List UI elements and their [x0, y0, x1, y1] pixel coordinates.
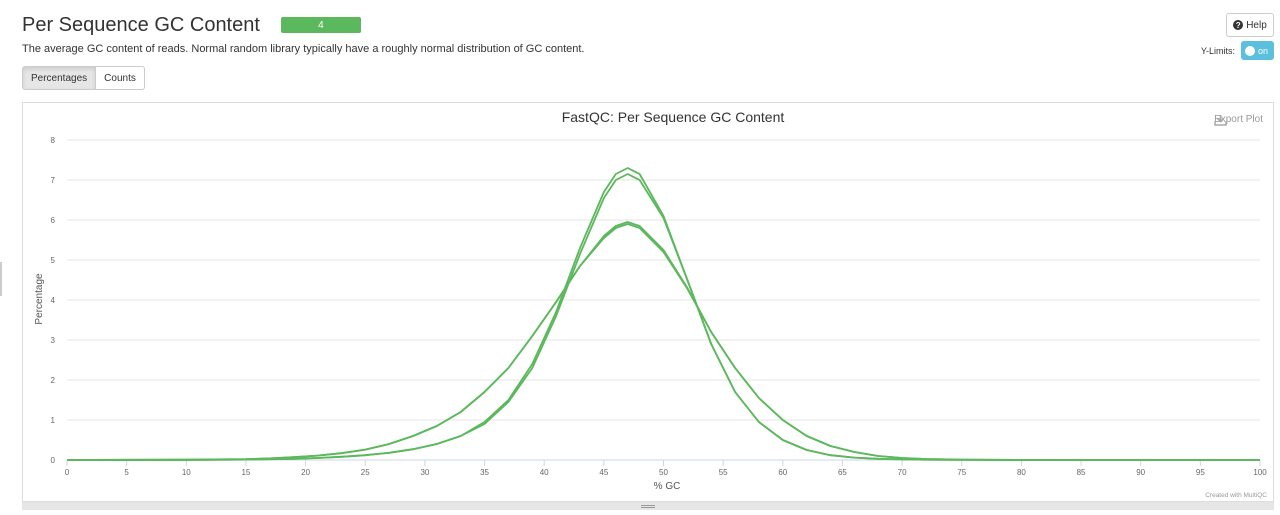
y-tick-label: 8: [51, 136, 56, 145]
x-tick-label: 40: [540, 468, 549, 477]
section-header: Per Sequence GC Content 4: [22, 10, 361, 40]
y-tick-label: 3: [51, 336, 56, 345]
x-tick-label: 15: [241, 468, 250, 477]
x-tick-label: 20: [301, 468, 310, 477]
x-tick-label: 0: [65, 468, 70, 477]
x-tick-label: 50: [659, 468, 668, 477]
grid-lines: [67, 139, 1260, 461]
ylimits-toggle[interactable]: on: [1241, 41, 1274, 60]
x-tick-label: 25: [361, 468, 370, 477]
x-tick-label: 55: [719, 468, 728, 477]
export-plot-button[interactable]: Export Plot: [1214, 114, 1263, 126]
grip-icon: [641, 504, 655, 508]
series-line-2: [67, 173, 1260, 461]
y-tick-label: 2: [51, 376, 56, 385]
series-line-3: [66, 221, 1261, 461]
side-panel-handle[interactable]: [0, 262, 2, 296]
x-tick-label: 30: [420, 468, 429, 477]
page-title: Per Sequence GC Content: [22, 13, 260, 36]
series-lines: [66, 167, 1261, 461]
toggle-label: on: [1258, 45, 1269, 56]
tab-percentages[interactable]: Percentages: [22, 66, 97, 90]
ylimits-control: Y-Limits: on: [1201, 41, 1274, 60]
x-tick-label: 90: [1136, 468, 1145, 477]
y-axis-label: Percentage: [34, 273, 45, 325]
x-tick-label: 100: [1253, 468, 1267, 477]
status-badge[interactable]: 4: [280, 17, 361, 33]
ylimits-label: Y-Limits:: [1200, 45, 1235, 56]
x-tick-label: 45: [599, 468, 608, 477]
x-tick-label: 95: [1196, 468, 1205, 477]
credit-text: Created with MultiQC: [1205, 492, 1267, 499]
y-tick-label: 6: [51, 216, 56, 225]
plot-resize-handle[interactable]: [22, 502, 1274, 510]
help-label: Help: [1246, 19, 1267, 31]
chart-title: FastQC: Per Sequence GC Content: [562, 109, 785, 125]
x-tick-label: 60: [778, 468, 787, 477]
x-tick-label: 80: [1017, 468, 1026, 477]
download-icon: [1214, 115, 1227, 126]
y-tick-label: 7: [51, 176, 56, 185]
x-tick-label: 75: [957, 468, 966, 477]
export-label: Export Plot: [1214, 114, 1263, 125]
y-tick-label: 1: [51, 416, 56, 425]
tab-counts[interactable]: Counts: [96, 66, 145, 90]
x-axis: 0 5 10 15 20 25 30 35 40 45 50 55 60 65 70 75 80 85 90 95 10…: [65, 460, 1267, 477]
data-view-toggle: Percentages Counts: [22, 66, 145, 90]
y-axis: 0 1 2 3 4 5 6 7 8: [51, 136, 56, 465]
x-tick-label: 35: [480, 468, 489, 477]
x-tick-label: 70: [898, 468, 907, 477]
toggle-knob: [1245, 45, 1255, 56]
x-tick-label: 65: [838, 468, 847, 477]
series-line-4: [66, 223, 1261, 461]
series-line-1: [67, 167, 1260, 461]
question-circle-icon: ?: [1233, 20, 1244, 30]
x-tick-label: 5: [124, 468, 129, 477]
x-tick-label: 10: [182, 468, 191, 477]
x-axis-label: % GC: [654, 481, 681, 492]
section-description: The average GC content of reads. Normal …: [22, 43, 585, 55]
y-tick-label: 0: [51, 456, 56, 465]
x-tick-label: 85: [1077, 468, 1086, 477]
y-tick-label: 4: [51, 296, 56, 305]
y-tick-label: 5: [51, 256, 56, 265]
help-button[interactable]: ? Help: [1226, 13, 1274, 37]
